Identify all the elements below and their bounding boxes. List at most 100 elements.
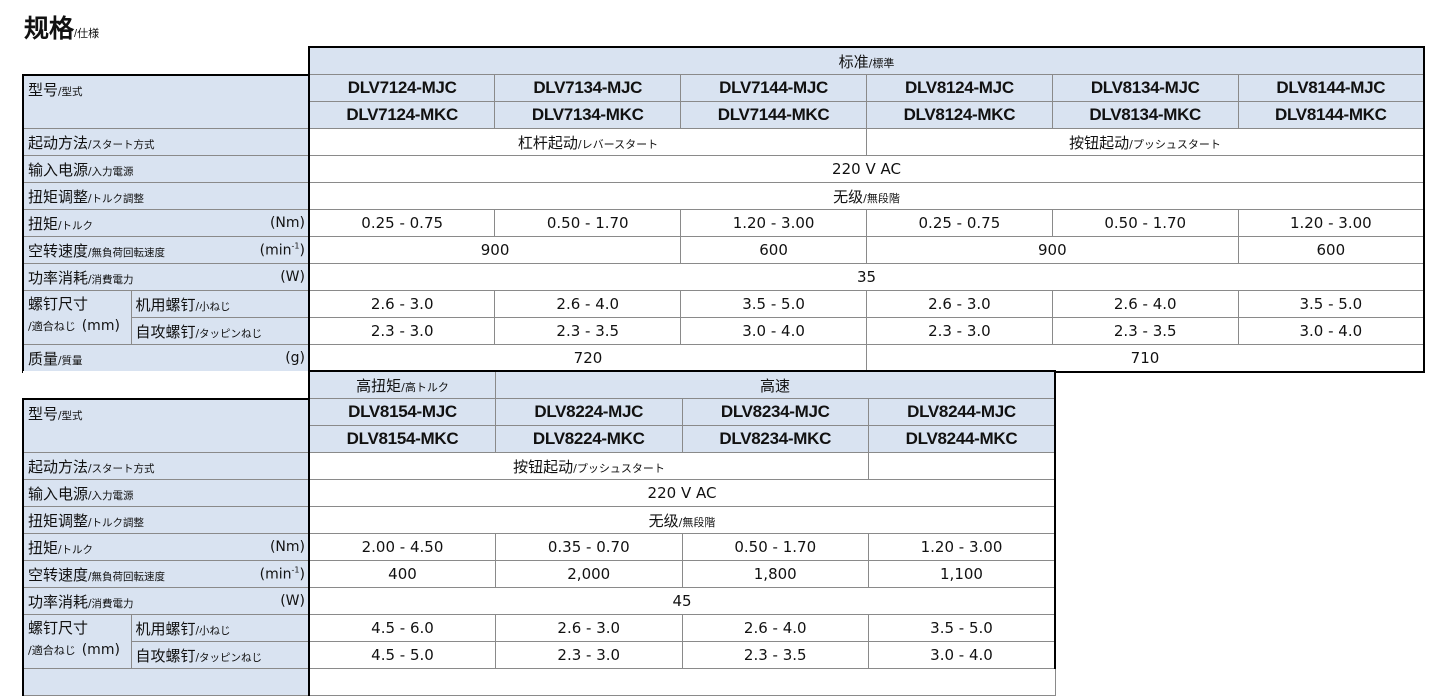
label-jp: /消費電力	[88, 273, 134, 286]
label-torque-adjust: 扭矩调整/トルク調整	[22, 182, 310, 210]
label-unit: (mm)	[81, 642, 120, 658]
row-power: 输入电源/入力電源 220 V AC	[22, 155, 1425, 183]
value-cell: 2.6 - 4.0	[1051, 290, 1239, 318]
label-cn: 起动方法	[28, 457, 89, 476]
row-weight: 质量/質量 (g) 720 710	[22, 344, 1425, 373]
value-cell: 4.5 - 6.0	[308, 614, 496, 642]
label-power: 输入电源/入力電源	[22, 479, 310, 507]
value-cell: 3.5 - 5.0	[868, 614, 1056, 642]
model-cell: DLV7134-MKC	[494, 101, 682, 129]
row-cutoff	[22, 668, 1056, 696]
label-jp: /無負荷回転速度	[88, 246, 166, 259]
model-row-mjc: 型号/型式 DLV7124-MJC DLV7134-MJC DLV7144-MJ…	[22, 74, 1425, 129]
value-cell: 220 V AC	[308, 155, 1425, 183]
value-jp: /無段階	[863, 191, 900, 205]
label-cn: 自攻螺钉	[135, 322, 196, 341]
value-jp: /レバースタート	[577, 137, 659, 151]
label-jp: /無負荷回転速度	[88, 570, 166, 583]
label-jp: /消費電力	[88, 597, 134, 610]
label-model: 型号/型式	[22, 398, 310, 453]
model-row-mkc: DLV8154-MKC DLV8224-MKC DLV8234-MKC DLV8…	[23, 425, 1056, 453]
model-cell: DLV8244-MKC	[868, 425, 1056, 453]
label-cn: 质量	[28, 349, 59, 368]
label-unit: (Nm)	[269, 215, 305, 231]
value-cell: 3.0 - 4.0	[868, 641, 1056, 669]
label-cutoff	[22, 668, 310, 696]
empty-value-cell	[868, 452, 1056, 480]
value-cell: 600	[1237, 236, 1425, 264]
label-cn: 输入电源	[28, 160, 89, 179]
value-cell: 2.6 - 3.0	[308, 290, 496, 318]
unit-end: )	[299, 242, 305, 259]
row-consumption: 功率消耗/消費電力 (W) 35	[22, 263, 1425, 291]
value-cn: 按钮起动	[1069, 133, 1130, 152]
row-tapping-screw: 自攻螺钉/タッピンねじ 2.3 - 3.0 2.3 - 3.5 3.0 - 4.…	[23, 317, 1425, 345]
value-cell: 0.50 - 1.70	[494, 209, 682, 237]
label-cn: 扭矩调整	[28, 511, 89, 530]
label-screw: 螺钉尺寸/適合ねじ (mm)	[22, 614, 132, 669]
empty-cell	[23, 371, 309, 400]
label-jp: /タッピンねじ	[195, 327, 263, 340]
value-cell: 0.35 - 0.70	[495, 533, 683, 561]
spec-table-standard: 标准/標準 型号/型式 DLV7124-MJC DLV7134-MJC DLV7…	[22, 46, 1425, 373]
label-cn: 功率消耗	[28, 268, 89, 287]
label-jp: /スタート方式	[88, 462, 155, 475]
label-jp: /型式	[58, 85, 83, 98]
value-cell: 900	[865, 236, 1239, 264]
label-cn: 机用螺钉	[135, 619, 196, 638]
value-jp: /無段階	[678, 515, 716, 529]
label-screw: 螺钉尺寸/適合ねじ (mm)	[22, 290, 132, 345]
value-cell: 0.50 - 1.70	[1051, 209, 1239, 237]
label-jp: /トルク	[58, 543, 94, 556]
group-row: 高扭矩/高トルク 高速	[23, 370, 1056, 400]
label-consumption: 功率消耗/消費電力 (W)	[22, 587, 310, 615]
model-cell: DLV8144-MJC	[1237, 74, 1425, 102]
label-unit: (min-1)	[260, 242, 305, 259]
model-cell: DLV7124-MJC	[308, 74, 496, 102]
label-jp: /トルク	[58, 219, 94, 232]
label-cn: 型号	[28, 404, 59, 423]
label-unit: (mm)	[81, 318, 120, 334]
value-jp: /プッシュスタート	[1129, 137, 1221, 151]
row-start-method: 起动方法/スタート方式 杠杆起动/レバースタート 按钮起动/プッシュスタート	[22, 128, 1425, 156]
label-cn: 螺钉尺寸	[28, 295, 89, 313]
title-sub: /仕様	[74, 28, 100, 40]
model-cell: DLV8134-MKC	[1051, 101, 1239, 129]
title-main: 规格	[24, 15, 75, 43]
row-torque-adjust: 扭矩调整/トルク調整 无级/無段階	[22, 506, 1056, 534]
unit-sup: -1	[291, 241, 300, 251]
value-cell: 3.5 - 5.0	[680, 290, 867, 318]
label-power: 输入电源/入力電源	[22, 155, 310, 183]
label-cn: 螺钉尺寸	[28, 619, 89, 637]
value-cn: 无级	[833, 187, 864, 206]
value-cell: 无级/無段階	[308, 182, 1425, 210]
label-start: 起动方法/スタート方式	[22, 128, 310, 156]
model-cell: DLV8244-MJC	[868, 398, 1056, 426]
value-cell: 2.3 - 3.0	[865, 317, 1053, 345]
model-cell: DLV8224-MJC	[495, 398, 683, 426]
label-jp: /小ねじ	[195, 300, 231, 313]
label-unit: (Nm)	[269, 539, 305, 555]
label-cn: 扭矩	[28, 214, 59, 233]
label-start: 起动方法/スタート方式	[22, 452, 310, 480]
value-cell: 2.3 - 3.5	[1051, 317, 1239, 345]
value-cell: 2,000	[495, 560, 683, 588]
value-cell: 1.20 - 3.00	[868, 533, 1056, 561]
value-cell: 1,100	[868, 560, 1056, 588]
value-cell: 600	[680, 236, 867, 264]
row-torque-adjust: 扭矩调整/トルク調整 无级/無段階	[22, 182, 1425, 210]
label-speed: 空转速度/無負荷回転速度 (min-1)	[22, 236, 310, 264]
value-cell: 1,800	[681, 560, 869, 588]
group-standard: 标准/標準	[308, 46, 1425, 75]
model-cell: DLV7124-MKC	[308, 101, 496, 129]
label-torque: 扭矩/トルク (Nm)	[22, 533, 310, 561]
row-speed: 空转速度/無負荷回転速度 (min-1) 400 2,000 1,800 1,10…	[22, 560, 1056, 588]
label-weight: 质量/質量 (g)	[22, 344, 310, 373]
value-cell: 杠杆起动/レバースタート	[307, 128, 867, 156]
value-cn: 无级	[648, 511, 679, 530]
model-cell: DLV7144-MJC	[680, 74, 867, 102]
value-cell: 2.3 - 3.5	[494, 317, 682, 345]
value-cell: 1.20 - 3.00	[680, 209, 867, 237]
row-power: 输入电源/入力電源 220 V AC	[22, 479, 1056, 507]
label-consumption: 功率消耗/消費電力 (W)	[22, 263, 310, 291]
